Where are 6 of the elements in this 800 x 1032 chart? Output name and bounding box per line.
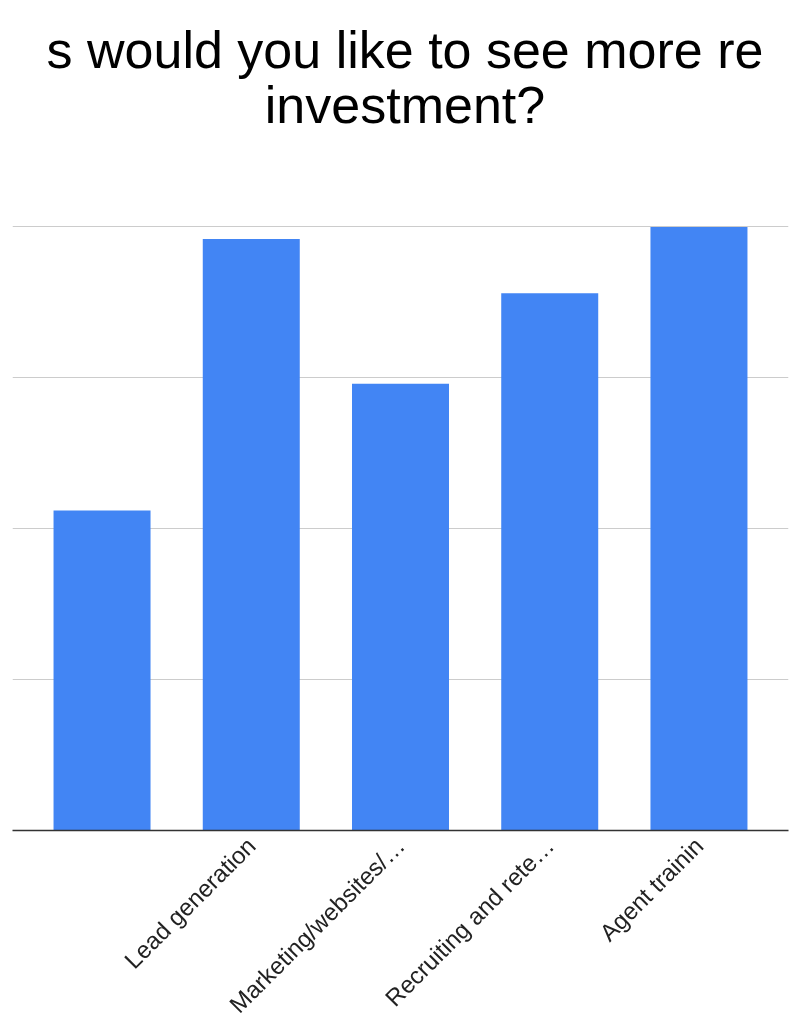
bar <box>650 226 748 831</box>
bar <box>202 238 300 831</box>
bar <box>352 383 449 831</box>
bar <box>53 510 151 831</box>
chart-title: s would you like to see more re investment? <box>46 21 764 134</box>
bar <box>501 293 599 831</box>
